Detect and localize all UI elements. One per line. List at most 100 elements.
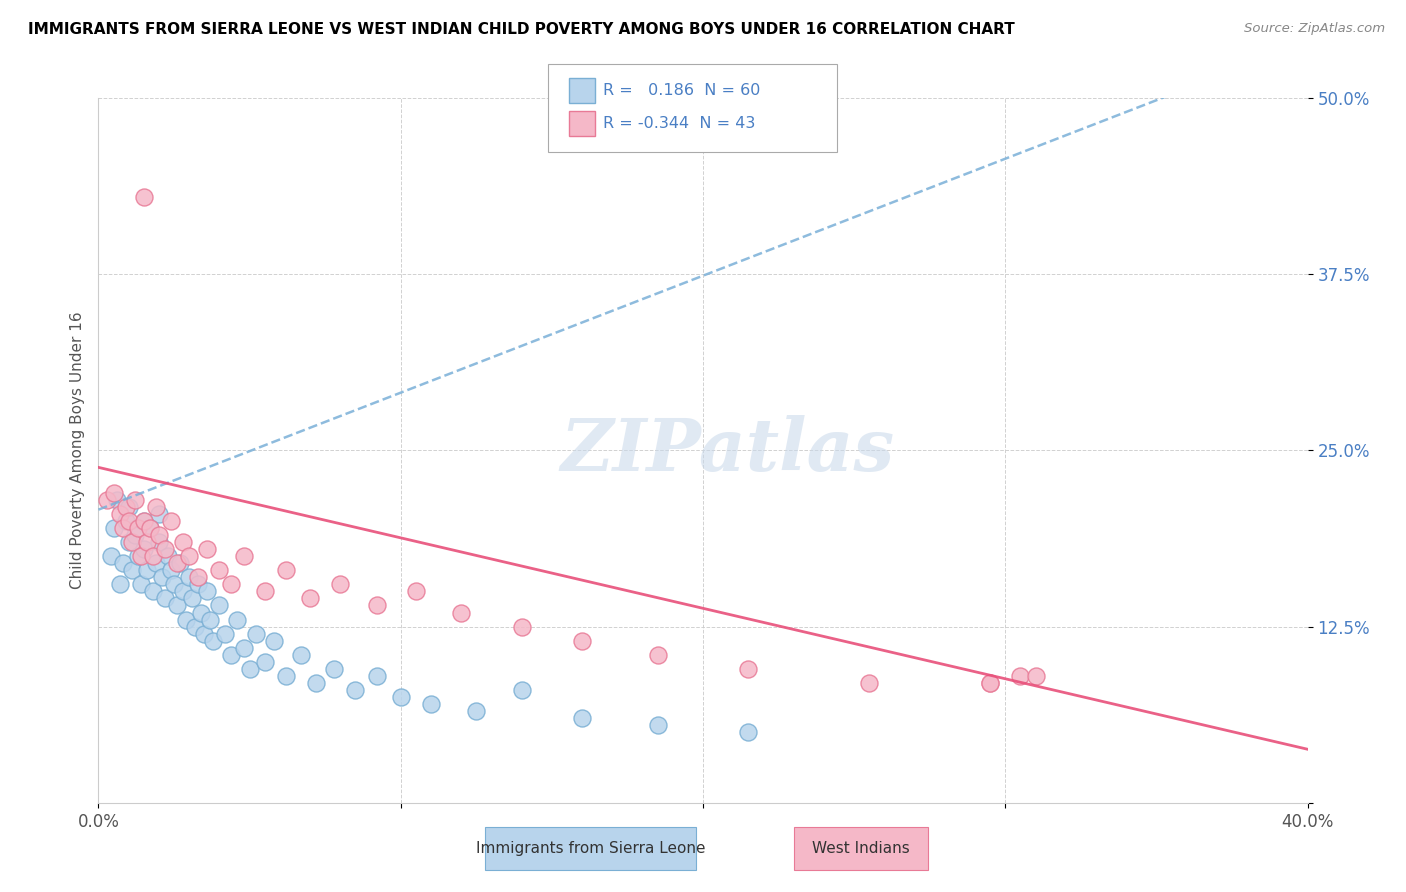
Point	[105, 492, 128, 507]
Point	[129, 549, 152, 564]
Point	[200, 613, 222, 627]
Point	[329, 577, 352, 591]
Point	[647, 648, 669, 662]
Point	[114, 500, 136, 514]
Point	[510, 683, 533, 698]
Point	[118, 535, 141, 549]
Point	[118, 500, 141, 514]
Point	[114, 514, 136, 528]
Point	[344, 683, 367, 698]
Point	[232, 549, 254, 564]
Point	[366, 669, 388, 683]
Point	[156, 549, 179, 564]
Text: R = -0.344  N = 43: R = -0.344 N = 43	[603, 117, 755, 131]
Point	[132, 514, 155, 528]
Point	[124, 528, 146, 542]
Point	[150, 570, 173, 584]
Point	[187, 570, 209, 584]
Point	[195, 542, 218, 557]
Point	[153, 591, 176, 606]
Point	[389, 690, 412, 705]
Point	[253, 584, 276, 599]
Point	[118, 514, 141, 528]
Point	[208, 563, 231, 577]
Point	[1010, 669, 1032, 683]
Point	[108, 577, 131, 591]
Point	[160, 563, 183, 577]
Text: ZIPatlas: ZIPatlas	[560, 415, 894, 486]
Point	[245, 626, 267, 640]
Point	[195, 584, 218, 599]
Point	[160, 514, 183, 528]
Point	[305, 676, 328, 690]
Point	[202, 633, 225, 648]
Point	[465, 704, 488, 718]
Point	[450, 606, 472, 620]
Point	[132, 542, 155, 557]
Point	[148, 535, 170, 549]
Point	[737, 725, 759, 739]
Point	[172, 535, 194, 549]
Point	[100, 549, 122, 564]
Point	[103, 521, 125, 535]
Point	[190, 606, 212, 620]
Point	[129, 577, 152, 591]
Point	[121, 563, 143, 577]
Point	[108, 507, 131, 521]
Point	[145, 556, 167, 570]
Point	[179, 549, 201, 564]
Point	[979, 676, 1001, 690]
Point	[139, 521, 162, 535]
Point	[226, 613, 249, 627]
Point	[135, 535, 157, 549]
Point	[737, 662, 759, 676]
Point	[232, 640, 254, 655]
Point	[132, 190, 155, 204]
Point	[290, 648, 312, 662]
Point	[571, 711, 593, 725]
Point	[174, 613, 197, 627]
Point	[181, 591, 204, 606]
Text: Source: ZipAtlas.com: Source: ZipAtlas.com	[1244, 22, 1385, 36]
Point	[366, 599, 388, 613]
Point	[179, 570, 201, 584]
Text: IMMIGRANTS FROM SIERRA LEONE VS WEST INDIAN CHILD POVERTY AMONG BOYS UNDER 16 CO: IMMIGRANTS FROM SIERRA LEONE VS WEST IND…	[28, 22, 1015, 37]
Point	[263, 633, 285, 648]
Point	[135, 563, 157, 577]
Point	[169, 556, 191, 570]
Point	[239, 662, 262, 676]
Point	[299, 591, 322, 606]
Point	[858, 676, 880, 690]
Point	[274, 669, 297, 683]
Text: West Indians: West Indians	[813, 841, 910, 855]
Point	[111, 556, 134, 570]
Point	[127, 549, 149, 564]
Point	[193, 626, 215, 640]
Point	[214, 626, 236, 640]
Point	[166, 599, 188, 613]
Point	[96, 492, 118, 507]
Point	[979, 676, 1001, 690]
Point	[323, 662, 346, 676]
Point	[571, 633, 593, 648]
Point	[172, 584, 194, 599]
Y-axis label: Child Poverty Among Boys Under 16: Child Poverty Among Boys Under 16	[69, 311, 84, 590]
Point	[184, 619, 207, 633]
Point	[163, 577, 186, 591]
Point	[153, 542, 176, 557]
Text: Immigrants from Sierra Leone: Immigrants from Sierra Leone	[475, 841, 706, 855]
Point	[145, 500, 167, 514]
Point	[139, 521, 162, 535]
Point	[253, 655, 276, 669]
Point	[1024, 669, 1046, 683]
Point	[132, 514, 155, 528]
Point	[142, 549, 165, 564]
Point	[142, 584, 165, 599]
Point	[124, 492, 146, 507]
Point	[405, 584, 427, 599]
Point	[103, 485, 125, 500]
Point	[647, 718, 669, 732]
Point	[187, 577, 209, 591]
Point	[127, 521, 149, 535]
Point	[208, 599, 231, 613]
